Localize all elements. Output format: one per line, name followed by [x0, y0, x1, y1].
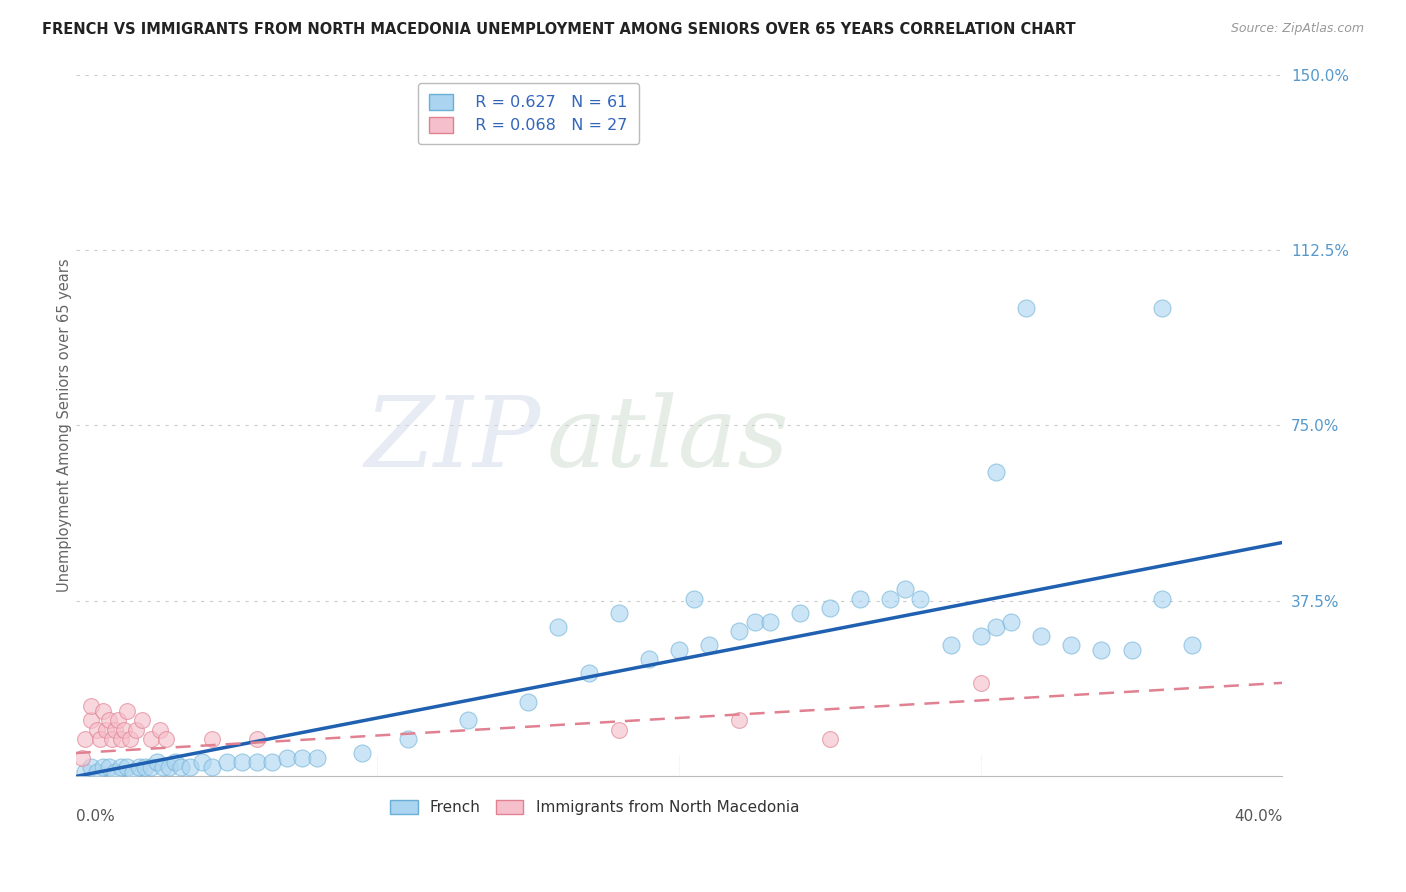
Text: Source: ZipAtlas.com: Source: ZipAtlas.com	[1230, 22, 1364, 36]
Legend: French, Immigrants from North Macedonia: French, Immigrants from North Macedonia	[384, 794, 806, 822]
Point	[146, 756, 169, 770]
Point	[396, 731, 419, 746]
Point	[155, 731, 177, 746]
Point	[910, 591, 932, 606]
Point	[276, 750, 298, 764]
Point	[128, 760, 150, 774]
Text: 40.0%: 40.0%	[1234, 809, 1282, 824]
Point	[1150, 591, 1173, 606]
Point	[683, 591, 706, 606]
Point	[120, 731, 142, 746]
Point	[728, 624, 751, 639]
Point	[86, 723, 108, 737]
Point	[104, 723, 127, 737]
Point	[80, 713, 103, 727]
Point	[157, 760, 180, 774]
Point	[638, 652, 661, 666]
Point	[818, 731, 841, 746]
Point	[107, 713, 129, 727]
Point	[246, 756, 269, 770]
Point	[170, 760, 193, 774]
Point	[1031, 629, 1053, 643]
Point	[115, 760, 138, 774]
Point	[307, 750, 329, 764]
Point	[141, 731, 163, 746]
Point	[894, 582, 917, 597]
Point	[152, 760, 174, 774]
Point	[984, 620, 1007, 634]
Text: ZIP: ZIP	[364, 392, 540, 487]
Point	[134, 760, 156, 774]
Point	[200, 731, 222, 746]
Text: atlas: atlas	[547, 392, 789, 487]
Point	[80, 760, 103, 774]
Point	[879, 591, 901, 606]
Point	[165, 756, 187, 770]
Point	[1060, 639, 1083, 653]
Point	[1181, 639, 1204, 653]
Point	[970, 629, 993, 643]
Point	[131, 713, 153, 727]
Point	[547, 620, 569, 634]
Point	[104, 764, 127, 779]
Point	[179, 760, 201, 774]
Point	[668, 643, 690, 657]
Point	[86, 764, 108, 779]
Point	[215, 756, 238, 770]
Point	[697, 639, 720, 653]
Point	[94, 723, 117, 737]
Point	[141, 760, 163, 774]
Point	[939, 639, 962, 653]
Point	[115, 704, 138, 718]
Point	[970, 676, 993, 690]
Y-axis label: Unemployment Among Seniors over 65 years: Unemployment Among Seniors over 65 years	[58, 259, 72, 592]
Point	[110, 760, 132, 774]
Point	[517, 694, 540, 708]
Point	[91, 704, 114, 718]
Point	[789, 606, 811, 620]
Point	[149, 723, 172, 737]
Point	[89, 731, 111, 746]
Point	[260, 756, 283, 770]
Point	[607, 723, 630, 737]
Point	[607, 606, 630, 620]
Point	[849, 591, 872, 606]
Point	[80, 699, 103, 714]
Point	[231, 756, 253, 770]
Point	[112, 723, 135, 737]
Point	[200, 760, 222, 774]
Point	[73, 731, 96, 746]
Point	[1121, 643, 1143, 657]
Point	[191, 756, 214, 770]
Point	[1090, 643, 1112, 657]
Point	[352, 746, 374, 760]
Point	[457, 713, 479, 727]
Point	[578, 666, 600, 681]
Point	[1000, 615, 1022, 629]
Point	[122, 764, 145, 779]
Point	[101, 731, 124, 746]
Text: 0.0%: 0.0%	[76, 809, 114, 824]
Point	[984, 465, 1007, 479]
Point	[98, 713, 121, 727]
Point	[291, 750, 314, 764]
Point	[73, 764, 96, 779]
Point	[744, 615, 766, 629]
Point	[758, 615, 780, 629]
Point	[1150, 301, 1173, 316]
Point	[246, 731, 269, 746]
Point	[91, 760, 114, 774]
Point	[1015, 301, 1038, 316]
Point	[125, 723, 148, 737]
Point	[728, 713, 751, 727]
Point	[110, 731, 132, 746]
Text: FRENCH VS IMMIGRANTS FROM NORTH MACEDONIA UNEMPLOYMENT AMONG SENIORS OVER 65 YEA: FRENCH VS IMMIGRANTS FROM NORTH MACEDONI…	[42, 22, 1076, 37]
Point	[818, 601, 841, 615]
Point	[98, 760, 121, 774]
Point	[70, 750, 93, 764]
